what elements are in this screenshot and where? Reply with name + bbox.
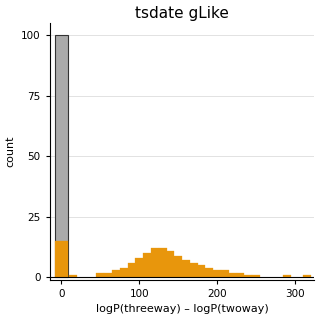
Bar <box>104 273 112 277</box>
Bar <box>190 263 198 277</box>
Bar <box>151 248 159 277</box>
Y-axis label: count: count <box>5 136 16 167</box>
Bar <box>120 268 128 277</box>
Bar <box>182 260 190 277</box>
Bar <box>252 275 260 277</box>
Bar <box>174 256 182 277</box>
Bar <box>55 35 68 277</box>
Bar <box>303 275 310 277</box>
Bar <box>198 265 205 277</box>
Bar <box>96 273 104 277</box>
Bar <box>166 251 174 277</box>
Bar <box>128 263 135 277</box>
Bar <box>236 273 244 277</box>
Bar <box>229 273 236 277</box>
Bar <box>143 253 151 277</box>
Bar <box>213 270 221 277</box>
Bar <box>112 270 120 277</box>
Bar <box>283 275 291 277</box>
Bar <box>69 275 77 277</box>
Bar <box>244 275 252 277</box>
Bar <box>205 268 213 277</box>
Bar <box>221 270 229 277</box>
Title: tsdate gLike: tsdate gLike <box>135 5 229 20</box>
Bar <box>159 248 166 277</box>
X-axis label: logP(threeway) – logP(twoway): logP(threeway) – logP(twoway) <box>96 304 268 315</box>
Bar <box>135 258 143 277</box>
Bar <box>55 241 68 277</box>
